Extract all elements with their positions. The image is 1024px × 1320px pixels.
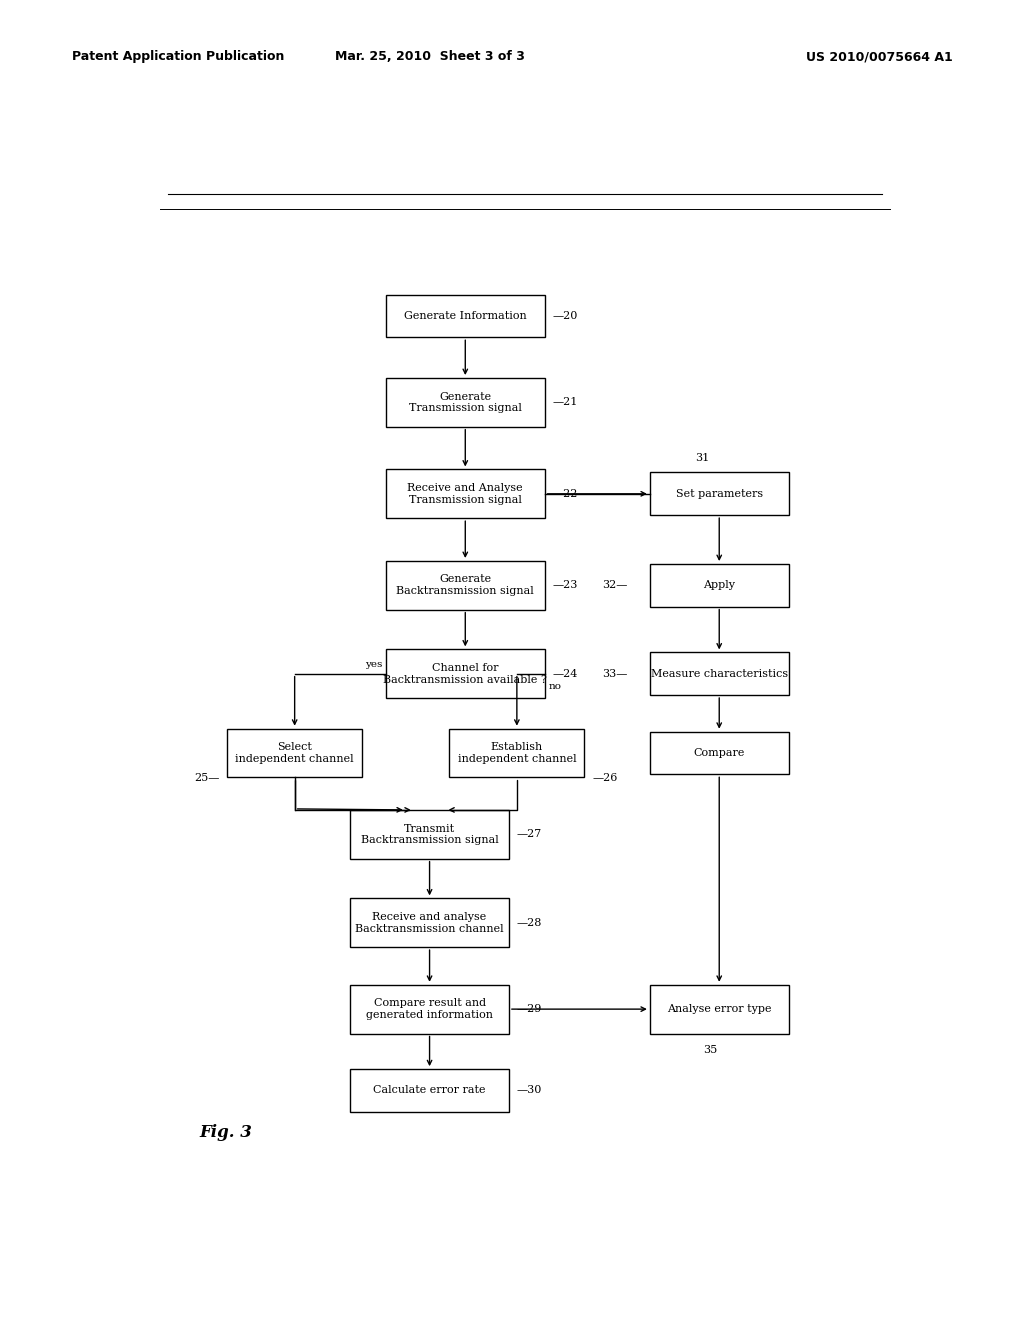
Text: Measure characteristics: Measure characteristics [650, 669, 787, 678]
Text: —20: —20 [553, 312, 578, 321]
Text: Generate
Transmission signal: Generate Transmission signal [409, 392, 521, 413]
Text: Transmit
Backtransmission signal: Transmit Backtransmission signal [360, 824, 499, 845]
Bar [350, 985, 509, 1034]
Text: —27: —27 [517, 829, 542, 840]
Bar [350, 810, 509, 859]
Text: Select
independent channel: Select independent channel [236, 742, 354, 764]
Text: —24: —24 [553, 669, 578, 678]
Bar [450, 729, 585, 777]
Text: no: no [549, 682, 561, 690]
Text: Patent Application Publication: Patent Application Publication [72, 50, 284, 63]
Bar [386, 561, 545, 610]
Text: —26: —26 [592, 774, 617, 783]
Text: Mar. 25, 2010  Sheet 3 of 3: Mar. 25, 2010 Sheet 3 of 3 [335, 50, 525, 63]
Text: —22: —22 [553, 488, 578, 499]
Text: Fig. 3: Fig. 3 [200, 1123, 252, 1140]
Text: 35: 35 [703, 1044, 718, 1055]
Bar [650, 652, 788, 696]
Text: Calculate error rate: Calculate error rate [374, 1085, 485, 1096]
Text: 33—: 33— [602, 669, 628, 678]
Text: Channel for
Backtransmission available ?: Channel for Backtransmission available ? [383, 663, 547, 685]
Bar [350, 899, 509, 948]
Text: Receive and analyse
Backtransmission channel: Receive and analyse Backtransmission cha… [355, 912, 504, 933]
Text: Apply: Apply [703, 581, 735, 590]
Bar [650, 473, 788, 515]
Text: Compare: Compare [693, 748, 744, 758]
Text: —29: —29 [517, 1005, 543, 1014]
Bar [386, 649, 545, 698]
Text: Generate Information: Generate Information [403, 312, 526, 321]
Bar [350, 1069, 509, 1111]
Text: —23: —23 [553, 581, 578, 590]
Text: 31: 31 [695, 453, 710, 463]
Text: —30: —30 [517, 1085, 543, 1096]
Text: Compare result and
generated information: Compare result and generated information [366, 998, 494, 1020]
Text: Receive and Analyse
Transmission signal: Receive and Analyse Transmission signal [408, 483, 523, 504]
Text: 32—: 32— [602, 581, 628, 590]
Text: Analyse error type: Analyse error type [667, 1005, 771, 1014]
Text: 25—: 25— [194, 774, 219, 783]
Bar [227, 729, 362, 777]
Text: Establish
independent channel: Establish independent channel [458, 742, 577, 764]
Bar [650, 731, 788, 775]
Bar [650, 985, 788, 1034]
Text: yes: yes [365, 660, 382, 669]
Text: Generate
Backtransmission signal: Generate Backtransmission signal [396, 574, 535, 597]
Text: Set parameters: Set parameters [676, 488, 763, 499]
Bar [386, 294, 545, 338]
Text: —21: —21 [553, 397, 578, 408]
Bar [650, 564, 788, 607]
Text: US 2010/0075664 A1: US 2010/0075664 A1 [806, 50, 952, 63]
Bar [386, 470, 545, 519]
Bar [386, 378, 545, 426]
Text: —28: —28 [517, 917, 543, 928]
